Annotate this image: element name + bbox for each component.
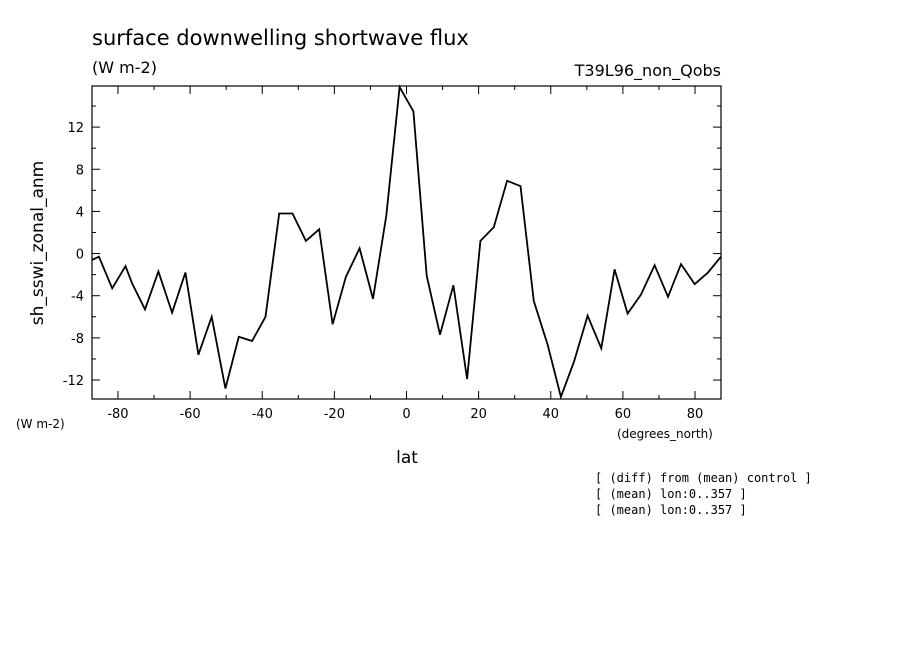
y-tick-label: 8 xyxy=(76,163,84,178)
y-tick-label: 4 xyxy=(76,205,84,220)
y-tick-label: -4 xyxy=(71,290,84,305)
x-axis-label: lat xyxy=(396,448,418,468)
x-tick-label: -20 xyxy=(324,407,345,422)
x-tick-label: -40 xyxy=(252,407,273,422)
x-tick-label: 60 xyxy=(615,407,632,422)
x-tick-label: -80 xyxy=(107,407,128,422)
y-tick-labels: -12 -8 -4 0 4 8 12 xyxy=(63,121,84,389)
y-tick-label: 0 xyxy=(76,248,84,263)
x-tick-label: 40 xyxy=(542,407,559,422)
note-line-1: [ (diff) from (mean) control ] xyxy=(595,471,812,485)
x-tick-label: -60 xyxy=(179,407,200,422)
chart-units-subtitle: (W m-2) xyxy=(92,58,157,77)
series-line xyxy=(91,84,722,400)
plot-frame xyxy=(91,85,722,400)
y-tick-label: -8 xyxy=(71,332,84,347)
x-tick-label: 20 xyxy=(470,407,487,422)
axis-ticks xyxy=(92,86,721,399)
x-tick-labels: -80 -60 -40 -20 0 20 40 60 80 xyxy=(107,407,703,422)
x-tick-label: 0 xyxy=(402,407,410,422)
y-axis-label: sh_sswi_zonal_anm xyxy=(28,161,48,325)
y-tick-label: -12 xyxy=(63,374,84,389)
note-line-3: [ (mean) lon:0..357 ] xyxy=(595,503,747,517)
run-label: T39L96_non_Qobs xyxy=(574,61,721,81)
x-tick-label: 80 xyxy=(687,407,704,422)
note-line-2: [ (mean) lon:0..357 ] xyxy=(595,487,747,501)
chart-title: surface downwelling shortwave flux xyxy=(92,26,469,50)
x-units-label: (degrees_north) xyxy=(617,427,713,441)
y-tick-label: 12 xyxy=(67,121,84,136)
y-units-label: (W m-2) xyxy=(16,417,65,431)
